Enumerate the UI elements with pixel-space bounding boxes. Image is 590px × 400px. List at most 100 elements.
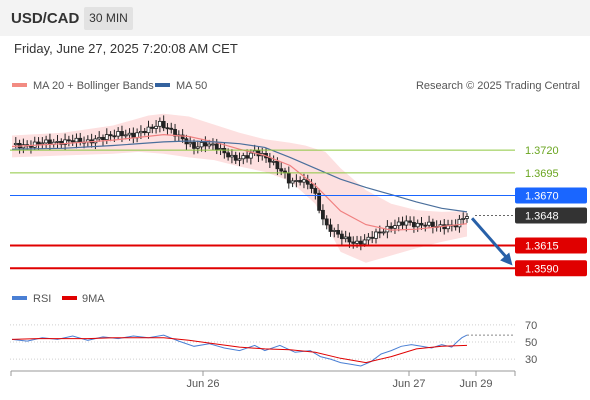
datetime-label: Friday, June 27, 2025 7:20:08 AM CET xyxy=(14,41,238,56)
candle-body xyxy=(29,145,33,148)
candle-body xyxy=(317,192,322,211)
candle-body xyxy=(271,160,276,163)
candle-body xyxy=(328,224,333,232)
rsi-ma-line xyxy=(11,337,468,364)
candle-body xyxy=(298,180,303,183)
candle-body xyxy=(408,220,413,223)
candle-body xyxy=(374,231,378,239)
candle-body xyxy=(294,180,299,182)
rsi-line xyxy=(11,334,468,367)
forecast-arrow-shaft xyxy=(470,217,509,260)
level-label: 1.3695 xyxy=(525,168,559,180)
x-tick-label: Jun 27 xyxy=(392,378,425,390)
candle-body xyxy=(336,230,340,235)
candle-body xyxy=(48,139,52,145)
candle-body xyxy=(40,142,45,145)
candle-body xyxy=(302,179,306,183)
candle-body xyxy=(112,135,117,138)
candle-body xyxy=(78,137,83,143)
candle-body xyxy=(245,155,249,159)
candle-body xyxy=(248,152,253,159)
rsi-tick-label: 50 xyxy=(525,337,537,349)
candle-body xyxy=(233,154,238,161)
candle-body xyxy=(214,143,219,151)
rsi-tick-label: 70 xyxy=(525,320,537,332)
rsi-chart: 70 50 30 xyxy=(10,320,537,367)
candle-body xyxy=(203,142,208,147)
candle-body xyxy=(127,132,132,136)
level-label: 1.3590 xyxy=(525,263,559,275)
candle-body xyxy=(339,233,344,240)
candle-body xyxy=(222,148,227,154)
candle-body xyxy=(362,239,367,245)
candle-body xyxy=(207,143,212,147)
price-levels: 1.3720 1.3695 1.3670 1.3648 1.3615 1.3590 xyxy=(10,145,587,277)
candle-body xyxy=(389,225,394,229)
rsi-ma-legend-label: 9MA xyxy=(82,293,105,305)
candle-body xyxy=(211,143,215,146)
candle-body xyxy=(226,152,231,158)
candle-body xyxy=(430,221,435,228)
candle-body xyxy=(188,142,193,145)
candle-body xyxy=(423,224,428,227)
candle-body xyxy=(70,140,75,143)
candle-body xyxy=(241,155,246,160)
level-label: 1.3720 xyxy=(525,145,559,157)
ma20-legend-label: MA 20 + Bollinger Bands xyxy=(33,80,154,92)
candle-body xyxy=(321,209,325,220)
candle-body xyxy=(74,137,79,143)
candle-body xyxy=(157,120,162,127)
candle-body xyxy=(400,221,405,226)
candle-body xyxy=(150,126,155,129)
chart-panel xyxy=(0,36,590,400)
level-label-bg xyxy=(515,260,587,277)
candle-body xyxy=(370,236,375,239)
header-bar: USD/CAD 30 MIN xyxy=(0,0,590,36)
rsi-ma-legend-swatch xyxy=(62,296,77,300)
candle-body xyxy=(104,134,109,140)
symbol-title: USD/CAD xyxy=(11,10,80,27)
ma50-legend-swatch xyxy=(155,83,170,87)
candle-body xyxy=(154,125,158,129)
candle-body xyxy=(230,154,234,158)
candle-body xyxy=(313,188,318,194)
candle-body xyxy=(457,218,462,228)
level-label: 1.3648 xyxy=(525,211,559,223)
candle-body xyxy=(290,180,295,184)
rsi-tick-label: 30 xyxy=(525,354,537,366)
candle-body xyxy=(169,127,174,130)
candle-body xyxy=(343,236,348,240)
candle-body xyxy=(366,236,371,241)
candle-body xyxy=(404,220,409,226)
candle-body xyxy=(351,241,356,244)
timeframe-badge[interactable]: 30 MIN xyxy=(84,7,133,30)
candle-body xyxy=(97,136,102,140)
level-label: 1.3615 xyxy=(525,241,559,253)
candle-body xyxy=(358,240,363,245)
candle-body xyxy=(59,140,64,145)
level-label-bg xyxy=(515,187,587,204)
candle-body xyxy=(131,132,136,139)
candle-body xyxy=(237,158,242,161)
candle-body xyxy=(461,218,466,220)
price-chart xyxy=(11,113,469,263)
candle-body xyxy=(180,134,185,140)
level-label-bg xyxy=(515,207,587,224)
candle-body xyxy=(355,240,359,244)
candle-body xyxy=(142,130,147,134)
candle-body xyxy=(120,131,124,137)
candle-body xyxy=(286,172,291,184)
candle-body xyxy=(396,221,401,227)
x-tick-label: Jun 26 xyxy=(186,378,219,390)
candle-body xyxy=(218,148,223,151)
candle-body xyxy=(66,139,71,142)
candle-body xyxy=(199,142,204,148)
candle-body xyxy=(108,134,113,137)
candle-body xyxy=(419,222,424,226)
candle-body xyxy=(377,231,382,234)
bollinger-band xyxy=(12,113,467,263)
candle-body xyxy=(101,136,105,140)
candle-body xyxy=(347,236,352,243)
candle-body xyxy=(13,142,18,146)
